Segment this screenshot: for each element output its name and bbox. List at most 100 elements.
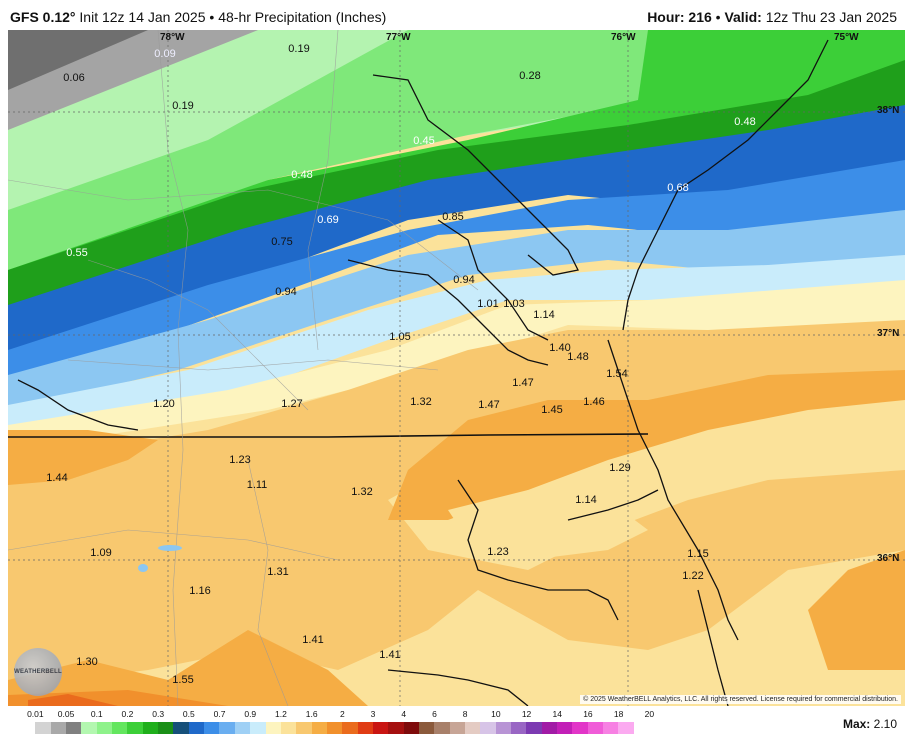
precip-value: 0.94: [453, 274, 475, 286]
longitude-label: 75°W: [834, 32, 859, 43]
max-value: 2.10: [873, 717, 897, 731]
precip-value: 1.44: [46, 472, 68, 484]
state-border: [8, 433, 649, 438]
band-blue: [8, 160, 905, 380]
band-orange: [388, 330, 905, 520]
colorbar-swatch: [511, 722, 527, 734]
colorbar-swatch: [464, 722, 481, 734]
colorbar-tick-label: 0.9: [244, 709, 257, 719]
colorbar-tick-label: 14: [552, 709, 562, 719]
precip-value: 1.01: [477, 298, 499, 310]
lake: [138, 564, 148, 572]
precip-value: 1.15: [687, 548, 709, 560]
precip-value: 1.46: [583, 396, 605, 408]
precip-value: 1.54: [606, 368, 628, 380]
valid-value: 12z Thu 23 Jan 2025: [765, 9, 897, 25]
precip-value: 1.48: [567, 351, 589, 363]
colorbar-swatch: [618, 722, 634, 734]
colorbar-swatch: [572, 722, 588, 734]
precip-value: 1.41: [379, 649, 401, 661]
precip-value: 1.40: [549, 342, 571, 354]
colorbar-tick-label: 6: [432, 709, 437, 719]
copyright-notice: © 2025 WeatherBELL Analytics, LLC. All r…: [580, 695, 901, 704]
colorbar-swatch: [342, 722, 358, 734]
band-orange-se: [808, 550, 905, 670]
colorbar-tick-label: 4: [401, 709, 407, 719]
colorbar-swatch: [388, 722, 404, 734]
colorbar-swatch: [81, 722, 97, 734]
precip-value: 1.05: [389, 331, 411, 343]
colorbar-swatch: [557, 722, 573, 734]
precipitation-field: [8, 30, 905, 706]
valid-label: Valid:: [724, 9, 762, 25]
band-green-deep: [8, 60, 905, 320]
colorbar-tick-label: 0.05: [57, 709, 75, 719]
colorbar-swatch: [142, 722, 159, 734]
precip-value: 0.94: [275, 286, 297, 298]
title: GFS 0.12° Init 12z 14 Jan 2025 • 48-hr P…: [10, 9, 386, 25]
precip-value: 1.55: [172, 674, 194, 686]
precip-value: 0.55: [66, 247, 88, 259]
colorbar-tick-label: 1.2: [275, 709, 287, 719]
colorbar-swatch: [265, 722, 281, 734]
precip-value: 0.09: [154, 48, 176, 60]
precip-value: 1.22: [682, 570, 704, 582]
colorbar-swatch: [587, 722, 604, 734]
precip-value: 1.30: [76, 656, 98, 668]
colorbar-swatch: [418, 722, 435, 734]
hour-label: Hour:: [647, 9, 685, 25]
precip-value: 0.85: [442, 211, 464, 223]
colorbar-swatch: [280, 722, 297, 734]
colorbar-swatch: [603, 722, 619, 734]
precip-value: 1.29: [609, 462, 631, 474]
longitude-label: 77°W: [386, 32, 411, 43]
max-label: Max:: [842, 717, 871, 731]
precip-value: 0.19: [288, 43, 310, 55]
lake: [158, 545, 182, 551]
colorbar-swatch: [311, 722, 327, 734]
legend-footer: 0.01 0.05 0.1 0.2 0.3 0.5 0.7 0.9 1.2 1.6 2 3 4 6 8 10 1…: [0, 706, 913, 750]
band-red: [28, 694, 118, 706]
precip-value: 1.14: [575, 494, 597, 506]
colorbar-swatch: [403, 722, 419, 734]
colorbar-swatch: [326, 722, 343, 734]
colorbar-swatch: [188, 722, 205, 734]
precip-value: 1.47: [478, 399, 500, 411]
colorbar-swatch: [50, 722, 67, 734]
precip-value: 1.32: [410, 396, 432, 408]
colorbar-tick-label: 20: [644, 709, 655, 719]
title-separator: •: [209, 9, 215, 25]
precip-value: 1.45: [541, 404, 563, 416]
model-name: GFS 0.12°: [10, 9, 76, 25]
precip-value: 1.31: [267, 566, 289, 578]
colorbar-tick-label: 0.2: [121, 709, 134, 719]
header: GFS 0.12° Init 12z 14 Jan 2025 • 48-hr P…: [0, 0, 913, 30]
band-orange-west: [8, 430, 158, 485]
precip-value: 1.20: [153, 398, 175, 410]
latitude-label: 36°N: [877, 553, 900, 564]
colorbar-swatch: [449, 722, 465, 734]
colorbar-swatch: [234, 722, 251, 734]
colorbar-tick-label: 0.7: [213, 709, 226, 719]
weatherbell-logo: WEATHERBELL: [14, 648, 62, 696]
precip-value: 0.19: [172, 100, 194, 112]
colorbar-swatch: [495, 722, 511, 734]
colorbar-swatch: [20, 722, 36, 734]
colorbar-swatch: [434, 722, 450, 734]
colorbar-swatch: [35, 722, 51, 734]
colorbar-tick-label: 0.01: [27, 709, 44, 719]
colorbar: [20, 722, 634, 734]
colorbar-swatch: [96, 722, 113, 734]
precip-value: 1.41: [302, 634, 324, 646]
colorbar-tick-label: 12: [521, 709, 532, 719]
latitude-label: 38°N: [877, 105, 900, 116]
colorbar-tick-label: 0.1: [90, 709, 103, 719]
precip-value: 1.23: [229, 454, 251, 466]
colorbar-swatch: [357, 722, 373, 734]
precip-value: 1.14: [533, 309, 555, 321]
band-yellow-pale: [8, 280, 905, 450]
colorbar-swatch: [66, 722, 82, 734]
colorbar-tick-label: 0.5: [182, 709, 195, 719]
colorbar-tick-label: 16: [583, 709, 593, 719]
colorbar-swatch: [204, 722, 220, 734]
